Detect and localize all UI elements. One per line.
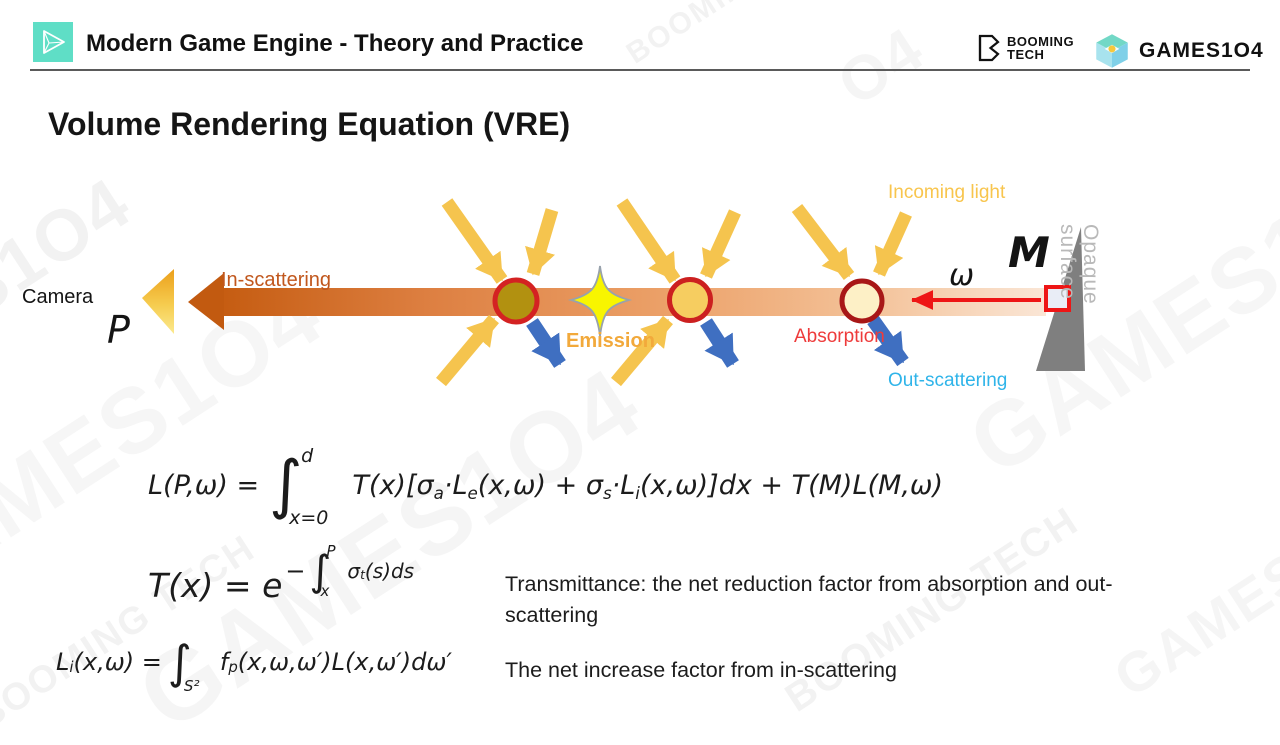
math-token: L(P,ω) = [148,469,260,501]
incoming-light-label: Incoming light [888,182,1006,203]
camera-icon [142,269,174,334]
math-token: f [219,648,229,676]
incoming-light-arrow [791,204,855,280]
math-token: ·L [443,469,468,501]
integral-lower-bound: S² [183,677,200,695]
vre-diagram: Camera P In-scattering Emission Absorpti… [0,170,1280,410]
point-m-label: M [1008,228,1050,277]
absorption-label: Absorption [794,326,885,347]
integral-lower-bound: x=0 [289,507,329,529]
incoming-light-arrow [441,198,508,284]
math-token: (s)ds [364,559,415,583]
math-token: L [56,648,70,676]
vre-equation: L(P,ω) = ∫ d x=0 T(x)[σa·Le(x,ω) + σs·Li… [148,441,943,529]
point-p-label: P [107,308,130,352]
integral: ∫ P x [309,542,345,600]
incoming-light-arrow [700,209,741,279]
camera-label: Camera [22,286,94,308]
booming-text-line1: BOOMING [1007,34,1075,49]
integral-symbol: ∫ [167,635,192,689]
math-subscript: a [433,483,444,504]
incoming-light-arrow [525,208,559,276]
scatter-point-1 [492,277,540,325]
out-scattering-arrow [700,318,739,368]
vre-diagram-canvas [142,198,1085,387]
watermark: BOOMING TECH [621,0,858,71]
games104-logo: GAMES1O4 [1092,30,1264,72]
triangle-wireframe-icon [43,30,65,54]
ray-arrowhead [188,273,224,330]
in-scattering-description: The net increase factor from in-scatteri… [505,658,897,682]
header-divider [30,69,1250,71]
incoming-light-arrow [436,314,499,387]
integral-symbol: ∫ [269,448,303,522]
math-token: (x,ω)]dx + T(M)L(M,ω) [639,469,944,501]
math-token: (x,ω,ω′)L(x,ω′)dω′ [237,648,452,676]
booming-text-line2: TECH [1007,47,1045,62]
math-subscript: e [467,483,478,504]
booming-tech-text: BOOMING TECH [1007,35,1074,61]
opaque-surface-label: Opaque surface [1056,224,1102,305]
integral-lower-bound: x [320,582,330,600]
scatter-point-3 [839,278,885,324]
scatter-point-2 [667,277,713,323]
emission-label: Emission [566,330,655,352]
math-token: T(x) = e [148,566,283,605]
transmittance-equation: T(x) = e − ∫ P x σ t (s)ds [148,542,415,605]
out-scattering-arrow [867,315,909,367]
vre-integrand: T(x)[σa·Le(x,ω) + σs·Li(x,ω)]dx + T(M)L(… [352,469,944,504]
incoming-light-arrow [611,315,673,387]
integral-upper-bound: P [326,542,336,560]
math-token: − [285,557,306,585]
games104-cube-icon [1096,34,1128,68]
integral-symbol: ∫ [309,546,332,595]
exponent: − ∫ P x σ t (s)ds [285,542,415,600]
integral: ∫ S² [167,635,214,695]
ray-body [220,288,1046,316]
incoming-light-arrow [616,198,681,284]
booming-tech-logo: BOOMING TECH [976,34,1074,62]
math-token: σ [347,559,361,583]
surface-point-marker [1044,285,1071,312]
math-subscript: s [602,483,612,504]
page-title: Volume Rendering Equation (VRE) [48,106,571,142]
omega-label: ω [949,258,975,293]
course-title: Modern Game Engine - Theory and Practice [86,30,584,57]
course-logo-icon [33,22,73,62]
out-scattering-arrow [526,318,566,368]
math-token: (x,ω) + σ [477,469,603,501]
math-token: ·L [611,469,636,501]
integral-upper-bound: d [301,445,314,467]
in-scattering-label: In-scattering [221,269,332,291]
math-token: T(x)[σ [352,469,434,501]
surface-word: surface [1056,224,1079,300]
transmittance-description: Transmittance: the net reduction factor … [505,572,1113,627]
integral: ∫ d x=0 [269,445,342,529]
emission-star-icon [567,265,633,337]
out-scattering-label: Out-scattering [888,370,1008,391]
incoming-light-arrow [873,211,912,277]
opaque-word: Opaque [1079,224,1102,305]
math-token: (x,ω) = [73,648,162,676]
booming-tech-mark-icon [978,34,1000,62]
games104-text: GAMES1O4 [1139,39,1264,62]
math-subscript: i [635,483,640,504]
watermark: O4 [826,14,937,120]
